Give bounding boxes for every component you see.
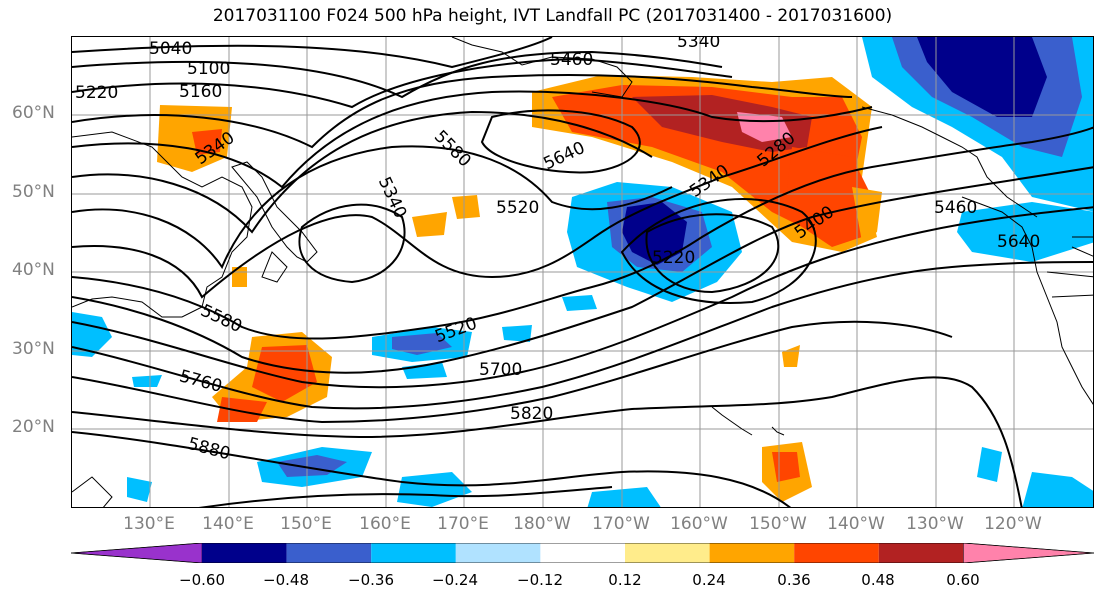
colorbar-tick-label: 0.36 bbox=[777, 571, 811, 589]
colorbar-segment bbox=[202, 543, 287, 563]
contour-label: 5700 bbox=[479, 360, 522, 380]
latitude-label: 60°N bbox=[12, 103, 55, 123]
graticule bbox=[72, 37, 1093, 507]
latitude-label: 30°N bbox=[12, 339, 55, 359]
latitude-label: 20°N bbox=[12, 417, 55, 437]
map-canvas: 5040 5100 5160 5220 5340 5460 5340 5580 … bbox=[72, 37, 1093, 507]
colorbar-segment bbox=[878, 543, 964, 563]
ivt-positive-anomaly bbox=[157, 75, 882, 502]
colorbar-segment bbox=[709, 543, 795, 563]
colorbar-segment bbox=[963, 543, 1094, 563]
contour-label: 5460 bbox=[934, 198, 977, 218]
longitude-label: 160°W bbox=[670, 514, 728, 534]
latitude-label: 40°N bbox=[12, 260, 55, 280]
colorbar-tick-label: −0.48 bbox=[263, 571, 309, 589]
colorbar-tick-label: −0.60 bbox=[179, 571, 225, 589]
longitude-label: 140°W bbox=[827, 514, 885, 534]
colorbar-tick-label: 0.48 bbox=[861, 571, 895, 589]
colorbar-segment bbox=[540, 543, 625, 563]
map-panel: 5040 5100 5160 5220 5340 5460 5340 5580 … bbox=[71, 36, 1094, 508]
contour-label: 5460 bbox=[550, 50, 593, 70]
contour-label: 5160 bbox=[179, 82, 222, 102]
contour-label: 5640 bbox=[997, 232, 1040, 252]
longitude-label: 150°E bbox=[280, 514, 332, 534]
colorbar-tick-label: 0.12 bbox=[608, 571, 642, 589]
colorbar-tick-label: 0.24 bbox=[692, 571, 726, 589]
contour-label: 5820 bbox=[510, 404, 553, 424]
colorbar-tick-label: −0.36 bbox=[348, 571, 394, 589]
contour-label: 5220 bbox=[652, 248, 695, 268]
longitude-label: 170°W bbox=[592, 514, 650, 534]
contour-label: 5520 bbox=[496, 198, 539, 218]
colorbar-segment bbox=[625, 543, 710, 563]
colorbar-segment bbox=[71, 543, 203, 563]
contour-label: 5040 bbox=[149, 39, 192, 59]
contour-label: 5220 bbox=[75, 83, 118, 103]
colorbar bbox=[71, 543, 1094, 563]
colorbar-segment bbox=[794, 543, 879, 563]
longitude-label: 160°E bbox=[359, 514, 411, 534]
colorbar-segment bbox=[455, 543, 541, 563]
longitude-label: 140°E bbox=[202, 514, 254, 534]
colorbar-segment bbox=[371, 543, 456, 563]
colorbar-tick-label: −0.24 bbox=[432, 571, 478, 589]
colorbar-tick-label: 0.60 bbox=[946, 571, 980, 589]
contour-label: 5340 bbox=[677, 37, 720, 52]
map-title: 2017031100 F024 500 hPa height, IVT Land… bbox=[212, 6, 893, 26]
longitude-label: 130°W bbox=[906, 514, 964, 534]
contour-label: 5100 bbox=[187, 59, 230, 79]
longitude-label: 150°W bbox=[749, 514, 807, 534]
longitude-label: 180°W bbox=[513, 514, 571, 534]
longitude-label: 130°E bbox=[123, 514, 175, 534]
height-contours bbox=[72, 37, 1093, 507]
longitude-label: 120°W bbox=[984, 514, 1042, 534]
ivt-negative-anomaly bbox=[72, 37, 1093, 507]
colorbar-tick-label: −0.12 bbox=[517, 571, 563, 589]
longitude-label: 170°E bbox=[437, 514, 489, 534]
latitude-label: 50°N bbox=[12, 182, 55, 202]
colorbar-segment bbox=[286, 543, 372, 563]
